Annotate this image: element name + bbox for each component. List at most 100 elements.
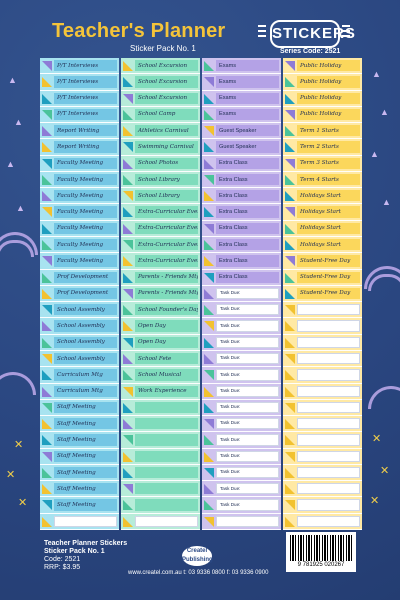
decor-arc-icon	[368, 386, 400, 409]
header: Teacher's Planner Sticker Pack No. 1 STI…	[0, 0, 400, 58]
sticker-label: Extra Class	[216, 239, 279, 251]
sticker-label: Report Writing	[54, 141, 117, 153]
sticker-label: Holidays Start	[297, 239, 360, 251]
sticker-text: Staff Meeting	[57, 485, 96, 492]
sticker-triangle-icon	[42, 451, 52, 462]
sticker-row: Extra Class	[202, 156, 281, 172]
sticker-triangle-icon	[285, 305, 295, 316]
sticker-triangle-icon	[42, 77, 52, 88]
sticker-text: Exams	[219, 62, 237, 69]
sticker-row: Faculty Meeting	[40, 156, 119, 172]
sticker-text: Extra Class	[219, 257, 248, 264]
sticker-triangle-icon	[285, 93, 295, 104]
sticker-row: Guest Speaker	[202, 139, 281, 156]
sticker-row: Faculty Meeting	[40, 172, 119, 189]
sticker-triangle-icon	[204, 467, 214, 478]
sticker-text: P/T Interviews	[57, 95, 99, 102]
sticker-row: Extra-Curricular Event	[121, 204, 200, 221]
sticker-text: Extra-Curricular Event	[138, 225, 198, 232]
sticker-triangle-icon	[42, 500, 52, 511]
sticker-text: Faculty Meeting	[57, 160, 104, 167]
sticker-label: Task Due:	[216, 336, 279, 348]
sticker-label	[297, 434, 360, 446]
sticker-text: Extra-Curricular Event	[138, 209, 198, 216]
sticker-text: Report Writing	[57, 127, 100, 134]
sticker-triangle-icon	[204, 516, 214, 527]
sticker-label	[297, 466, 360, 479]
decor-arc-icon	[0, 372, 36, 395]
sticker-triangle-icon	[285, 370, 295, 381]
sticker-triangle-icon	[42, 337, 52, 348]
sticker-row: Task Due:	[202, 481, 281, 498]
sticker-label: Extra Class	[216, 190, 279, 202]
sticker-label: Student-Free Day	[297, 255, 360, 267]
sticker-row: Task Due:	[202, 367, 281, 384]
sticker-triangle-icon	[285, 191, 295, 202]
sticker-row: Task Due:	[202, 416, 281, 433]
sticker-triangle-icon	[42, 174, 52, 185]
sticker-row: Public Holiday	[283, 58, 362, 75]
sticker-label: Extra-Curricular Event	[135, 222, 198, 235]
sticker-text: Task Due:	[220, 420, 241, 426]
sticker-text: Public Holiday	[300, 111, 342, 118]
sticker-text: Faculty Meeting	[57, 176, 104, 183]
sticker-row: Extra Class	[202, 188, 281, 205]
sticker-label: School Musical	[135, 369, 198, 381]
sticker-triangle-icon	[42, 386, 52, 397]
sticker-label: Extra-Curricular Event	[135, 255, 198, 267]
sticker-label	[297, 336, 360, 348]
sticker-row: Faculty Meeting	[40, 188, 119, 205]
sticker-row	[121, 514, 200, 530]
product-info: Teacher Planner Stickers Sticker Pack No…	[44, 540, 127, 572]
page-title: Teacher's Planner	[52, 20, 226, 42]
decor-cross-icon: ✕	[14, 439, 24, 451]
sticker-label	[135, 401, 198, 414]
sticker-row: Guest Speaker	[202, 123, 281, 140]
sticker-label: Staff Meeting	[54, 418, 117, 430]
sticker-text: Holidays Start	[300, 225, 341, 232]
sticker-triangle-icon	[285, 207, 295, 218]
sticker-row	[121, 432, 200, 449]
sticker-text: Athletics Carnival	[138, 127, 189, 134]
sticker-triangle-icon	[123, 93, 133, 104]
sticker-row: School Library	[121, 188, 200, 205]
sticker-row	[121, 481, 200, 498]
sticker-label	[297, 385, 360, 397]
sticker-label	[297, 320, 360, 332]
sticker-text: Exams	[219, 111, 237, 118]
sticker-label: Term 2 Starts	[297, 141, 360, 153]
sticker-triangle-icon	[42, 61, 52, 71]
sticker-row: Holidays Start	[283, 204, 362, 221]
sticker-triangle-icon	[285, 353, 295, 364]
sticker-row: Extra Class	[202, 253, 281, 270]
sticker-label: Task Due:	[216, 320, 279, 332]
sticker-label: Task Due:	[216, 499, 279, 511]
sticker-row: Task Due:	[202, 286, 281, 303]
sticker-text: Extra Class	[219, 209, 248, 216]
sticker-row: School Musical	[121, 367, 200, 384]
sticker-label: P/T Interviews	[54, 76, 117, 88]
logo-line-2: Publishing	[182, 557, 213, 563]
sticker-row: P/T Interviews	[40, 91, 119, 107]
sticker-text: Term 3 Starts	[300, 160, 339, 167]
sticker-text: Exams	[219, 78, 237, 85]
sticker-triangle-icon	[285, 240, 295, 251]
sticker-label: Holidays Start	[297, 190, 360, 202]
sticker-label: Holidays Start	[297, 222, 360, 235]
sticker-row: Task Due:	[202, 432, 281, 449]
sticker-row: Parents - Friends Mtg	[121, 286, 200, 303]
sticker-triangle-icon	[123, 516, 133, 527]
sticker-triangle-icon	[123, 142, 133, 153]
sticker-text: Extra Class	[219, 176, 248, 183]
sticker-label: Extra Class	[216, 255, 279, 267]
sticker-label: Term 4 Starts	[297, 173, 360, 186]
product-code: Code: 2521	[44, 556, 81, 563]
sticker-label: Extra-Curricular Event	[135, 206, 198, 218]
decor-cross-icon: ✕	[370, 495, 380, 507]
sticker-row: Public Holiday	[283, 91, 362, 107]
sticker-triangle-icon	[42, 516, 52, 527]
decor-cross-icon: ✕	[372, 433, 382, 445]
sticker-triangle-icon	[42, 126, 52, 137]
sticker-text: Holidays Start	[300, 209, 341, 216]
sticker-label: Extra Class	[216, 157, 279, 169]
